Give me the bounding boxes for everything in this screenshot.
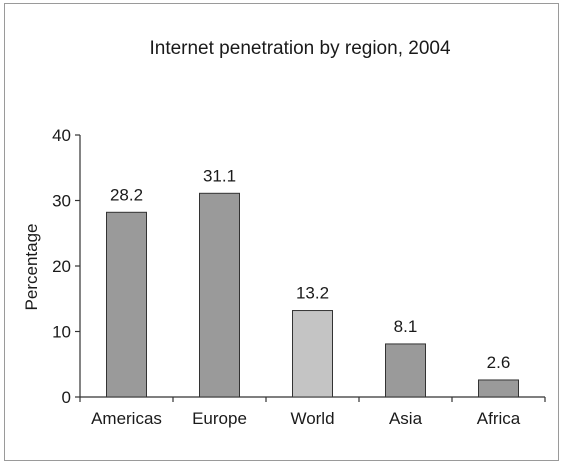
bar-americas [106,211,147,398]
chart-frame [4,3,559,461]
data-labels: 28.2 31.1 13.2 8.1 2.6 [110,166,510,372]
bars [106,192,519,398]
y-tick-labels: 0 10 20 30 40 [52,126,71,407]
category-label-americas: Americas [91,409,162,428]
y-tick-label: 0 [62,388,71,407]
category-label-asia: Asia [389,409,423,428]
category-label-europe: Europe [192,409,247,428]
data-label-europe: 31.1 [203,166,236,185]
chart-title: Internet penetration by region, 2004 [149,38,450,59]
y-tick-label: 10 [52,323,71,342]
y-axis-label: Percentage [22,224,41,311]
category-label-africa: Africa [477,409,521,428]
y-tick-label: 30 [52,192,71,211]
y-tick-label: 20 [52,257,71,276]
data-label-asia: 8.1 [394,317,418,336]
bar-world [292,310,333,398]
data-label-africa: 2.6 [487,353,511,372]
category-labels: Americas Europe World Asia Africa [91,409,521,428]
data-label-americas: 28.2 [110,185,143,204]
bar-africa [478,379,519,398]
y-tick-label: 40 [52,126,71,145]
category-label-world: World [290,409,334,428]
bar-asia [385,343,426,398]
bar-europe [199,192,240,398]
data-label-world: 13.2 [296,284,329,303]
